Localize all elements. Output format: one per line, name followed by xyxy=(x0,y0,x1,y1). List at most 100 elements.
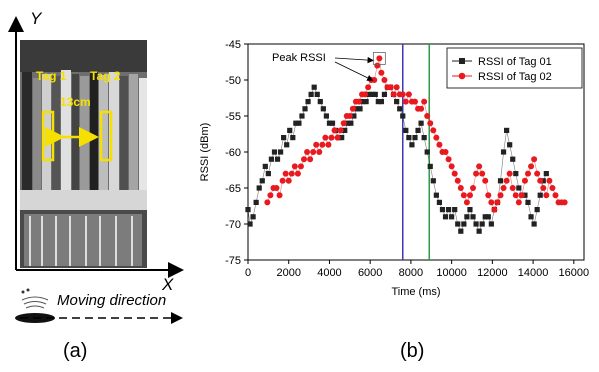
data-point xyxy=(543,192,550,199)
data-point xyxy=(448,163,455,170)
data-point xyxy=(357,106,363,112)
y-tick-label: -45 xyxy=(225,39,241,51)
data-point xyxy=(314,91,320,97)
data-point xyxy=(552,192,559,199)
data-point xyxy=(355,98,362,105)
data-point xyxy=(322,134,329,141)
data-point xyxy=(504,127,510,133)
data-point xyxy=(259,178,265,184)
data-point xyxy=(415,127,421,133)
data-point xyxy=(400,113,406,119)
data-point xyxy=(271,149,278,155)
data-point xyxy=(329,120,336,126)
data-point xyxy=(430,127,437,134)
data-point xyxy=(304,149,311,155)
data-point xyxy=(479,221,485,227)
data-point xyxy=(433,192,439,198)
data-point xyxy=(421,98,428,105)
data-point xyxy=(328,134,335,141)
data-point xyxy=(500,149,507,155)
data-point xyxy=(354,106,360,112)
data-point xyxy=(497,192,504,199)
data-point xyxy=(360,99,366,105)
data-point xyxy=(351,113,357,119)
data-point xyxy=(339,135,345,141)
data-point xyxy=(418,105,425,112)
x-axis-title: Time (ms) xyxy=(391,286,440,298)
data-point xyxy=(500,185,507,191)
data-point xyxy=(265,171,271,177)
data-point xyxy=(369,91,375,97)
data-point xyxy=(253,199,259,205)
data-point xyxy=(320,106,326,112)
y-axis-label: Y xyxy=(30,9,43,28)
data-point xyxy=(381,77,388,83)
y-axis-title: RSSI (dBm) xyxy=(199,123,211,182)
legend xyxy=(446,47,583,89)
x-tick-label: 8000 xyxy=(399,267,423,279)
data-point xyxy=(476,228,482,234)
data-point xyxy=(457,185,464,191)
data-point xyxy=(436,199,443,205)
data-point xyxy=(317,99,323,105)
data-point xyxy=(451,170,458,177)
data-point xyxy=(293,120,299,126)
data-point xyxy=(485,214,491,220)
data-point xyxy=(403,127,409,133)
data-point xyxy=(267,192,274,199)
data-point xyxy=(305,99,311,105)
data-point xyxy=(540,178,546,184)
data-point xyxy=(282,170,289,177)
data-point xyxy=(337,127,344,134)
data-point xyxy=(372,91,378,97)
data-point xyxy=(491,206,498,213)
data-point xyxy=(406,135,412,141)
data-point xyxy=(247,221,253,227)
data-point xyxy=(374,62,381,69)
data-point xyxy=(452,207,458,213)
data-point xyxy=(485,192,492,199)
data-point xyxy=(366,91,372,97)
data-point xyxy=(375,99,381,105)
data-point xyxy=(427,163,433,169)
x-tick-label: 0 xyxy=(245,267,251,279)
data-point xyxy=(274,156,281,162)
data-point xyxy=(285,177,292,184)
data-point xyxy=(290,135,296,141)
bookshelf-photo xyxy=(20,40,147,268)
data-point xyxy=(449,214,455,220)
data-point xyxy=(427,120,434,127)
data-point xyxy=(268,156,275,162)
data-point xyxy=(296,120,302,126)
y-tick-label: -50 xyxy=(225,75,241,87)
data-point xyxy=(531,156,538,163)
moving-direction-label: Moving direction xyxy=(57,292,166,309)
data-point xyxy=(340,120,347,127)
data-point xyxy=(294,170,301,177)
data-point xyxy=(362,91,369,98)
data-point xyxy=(537,177,544,184)
data-point xyxy=(334,134,341,141)
data-point xyxy=(302,106,308,112)
data-point xyxy=(510,156,516,162)
data-point xyxy=(436,141,443,148)
x-tick-label: 14000 xyxy=(518,267,549,279)
data-point xyxy=(346,113,353,119)
data-point xyxy=(245,207,251,213)
data-point xyxy=(458,228,464,234)
data-point xyxy=(323,113,329,119)
distance-label: 13cm xyxy=(60,95,91,109)
caption-a: (a) xyxy=(63,340,88,362)
data-point xyxy=(494,199,501,206)
data-point xyxy=(297,163,304,170)
data-point xyxy=(310,149,317,155)
data-point xyxy=(381,91,388,97)
data-point xyxy=(316,149,323,155)
data-point xyxy=(424,113,431,119)
x-tick-label: 10000 xyxy=(436,267,467,279)
data-point xyxy=(464,214,470,220)
data-point xyxy=(277,149,284,155)
data-point xyxy=(287,127,293,133)
data-point xyxy=(371,77,378,83)
series-2 xyxy=(264,55,568,213)
